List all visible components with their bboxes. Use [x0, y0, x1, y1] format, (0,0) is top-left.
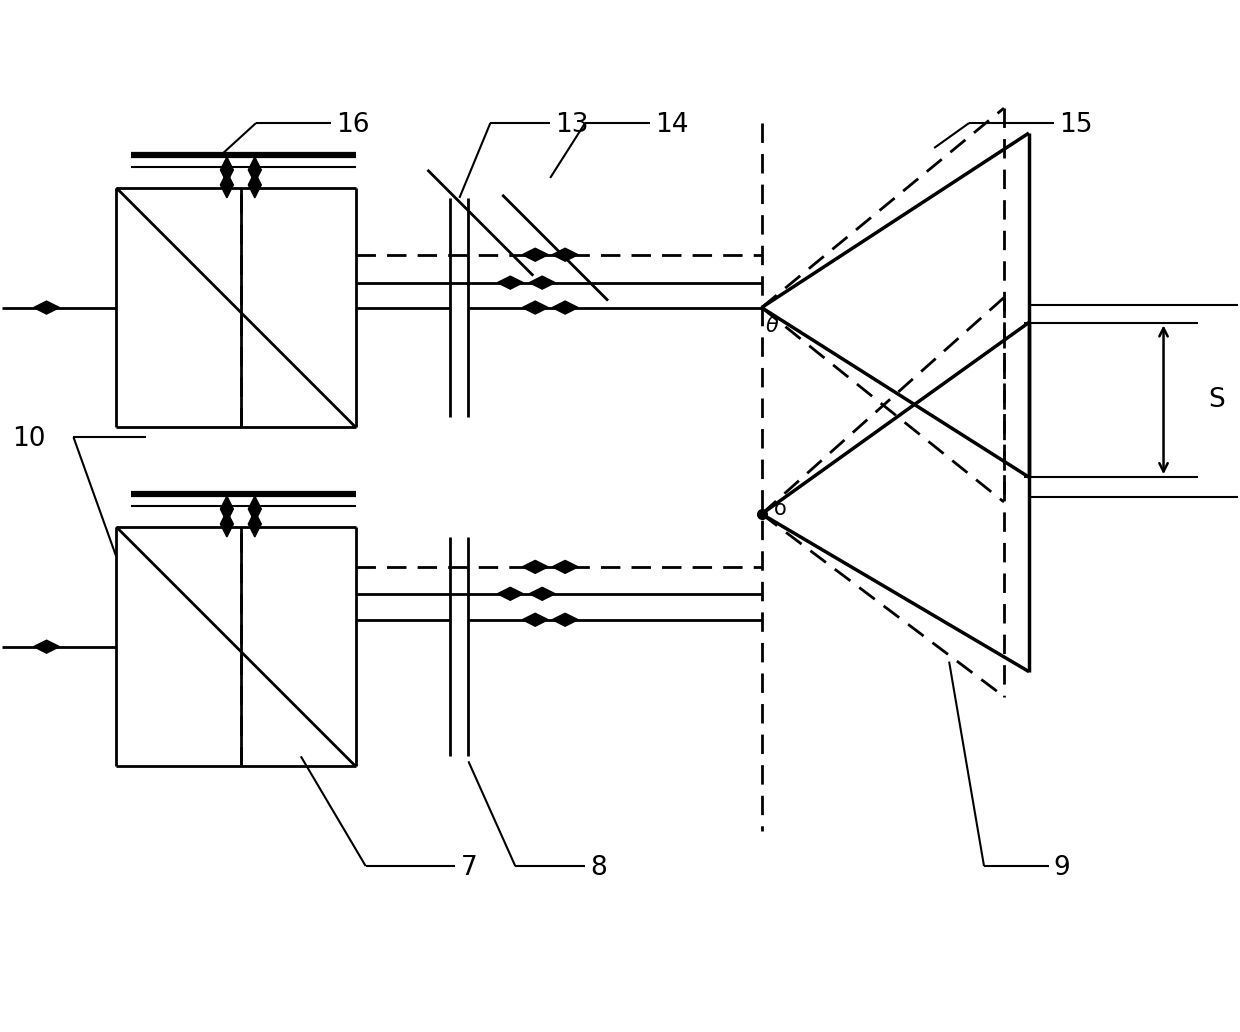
Polygon shape [552, 613, 565, 626]
Polygon shape [536, 560, 548, 574]
Polygon shape [221, 185, 233, 198]
Polygon shape [542, 587, 556, 601]
Polygon shape [552, 301, 565, 314]
Polygon shape [536, 301, 548, 314]
Polygon shape [221, 496, 233, 509]
Polygon shape [511, 587, 523, 601]
Text: 10: 10 [11, 426, 45, 452]
Polygon shape [221, 157, 233, 170]
Polygon shape [565, 613, 578, 626]
Polygon shape [248, 511, 262, 524]
Text: 14: 14 [655, 112, 688, 138]
Polygon shape [248, 172, 262, 185]
Polygon shape [47, 301, 60, 314]
Polygon shape [248, 185, 262, 198]
Polygon shape [248, 509, 262, 522]
Polygon shape [248, 157, 262, 170]
Polygon shape [33, 301, 47, 314]
Polygon shape [536, 613, 548, 626]
Polygon shape [552, 249, 565, 261]
Polygon shape [522, 613, 536, 626]
Polygon shape [497, 587, 511, 601]
Polygon shape [565, 560, 578, 574]
Text: 13: 13 [556, 112, 589, 138]
Text: 9: 9 [1054, 856, 1070, 881]
Polygon shape [33, 640, 47, 653]
Text: S: S [1209, 387, 1225, 413]
Text: 8: 8 [590, 856, 606, 881]
Polygon shape [221, 511, 233, 524]
Polygon shape [529, 277, 542, 289]
Polygon shape [221, 524, 233, 537]
Polygon shape [542, 277, 556, 289]
Polygon shape [248, 170, 262, 183]
Text: o: o [774, 499, 786, 519]
Text: 7: 7 [460, 856, 477, 881]
Polygon shape [552, 560, 565, 574]
Polygon shape [47, 640, 60, 653]
Text: $\theta$: $\theta$ [765, 316, 779, 335]
Polygon shape [522, 560, 536, 574]
Polygon shape [248, 524, 262, 537]
Polygon shape [511, 277, 523, 289]
Polygon shape [536, 249, 548, 261]
Polygon shape [522, 249, 536, 261]
Polygon shape [248, 496, 262, 509]
Polygon shape [522, 301, 536, 314]
Polygon shape [497, 277, 511, 289]
Polygon shape [221, 172, 233, 185]
Polygon shape [221, 509, 233, 522]
Polygon shape [565, 249, 578, 261]
Polygon shape [529, 587, 542, 601]
Text: 16: 16 [336, 112, 370, 138]
Polygon shape [565, 301, 578, 314]
Text: 15: 15 [1059, 112, 1092, 138]
Polygon shape [221, 170, 233, 183]
